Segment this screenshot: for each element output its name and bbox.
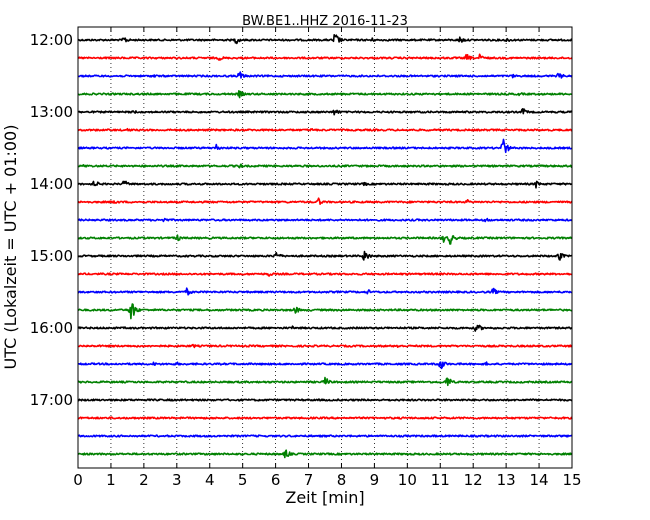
y-tick-label: 16:00 [30, 319, 73, 337]
plot-frame [77, 26, 573, 469]
trace-line [77, 90, 573, 99]
trace-line [77, 287, 573, 296]
x-tick-label: 9 [370, 471, 380, 489]
y-tick-label: 14:00 [30, 175, 73, 193]
y-tick-label: 13:00 [30, 103, 73, 121]
x-tick-label: 5 [238, 471, 248, 489]
x-tick-label: 8 [337, 471, 347, 489]
x-axis-label: Zeit [min] [285, 488, 364, 507]
trace-line [77, 108, 573, 116]
trace-line [77, 398, 573, 402]
trace-line [77, 416, 573, 420]
y-axis: 12:00 13:00 14:00 15:00 16:00 17:00 [30, 31, 572, 409]
trace-line [77, 324, 573, 332]
trace-line [77, 434, 573, 438]
x-tick-label: 12 [464, 471, 483, 489]
x-axis: 0 1 2 3 4 5 6 7 8 9 10 11 12 13 14 15 [73, 27, 582, 489]
y-axis-label: UTC (Lokalzeit = UTC + 01:00) [1, 125, 20, 370]
trace-line [77, 361, 573, 370]
trace-line [77, 449, 573, 459]
y-tick-label: 12:00 [30, 31, 73, 49]
chart-title: BW.BE1..HHZ 2016-11-23 [242, 14, 408, 29]
trace-line [77, 34, 573, 45]
trace-line [77, 180, 573, 189]
trace-line [77, 217, 573, 223]
x-tick-label: 11 [431, 471, 450, 489]
x-tick-label: 10 [398, 471, 417, 489]
trace-line [77, 138, 573, 154]
vertical-grid [110, 27, 540, 468]
x-tick-label: 0 [73, 471, 83, 489]
trace-line [77, 127, 573, 132]
x-tick-label: 6 [271, 471, 281, 489]
x-tick-label: 4 [205, 471, 215, 489]
trace-group [77, 34, 573, 459]
trace-line [77, 376, 573, 387]
x-tick-label: 3 [172, 471, 182, 489]
trace-line [77, 53, 573, 61]
x-tick-label: 14 [530, 471, 549, 489]
trace-line [77, 303, 573, 320]
x-tick-label: 7 [304, 471, 314, 489]
x-tick-label: 1 [106, 471, 116, 489]
trace-line [77, 234, 573, 245]
x-tick-label: 13 [497, 471, 516, 489]
trace-line [77, 163, 573, 169]
trace-line [77, 343, 573, 349]
y-tick-label: 17:00 [30, 391, 73, 409]
x-tick-label: 15 [562, 471, 581, 489]
y-tick-label: 15:00 [30, 247, 73, 265]
x-tick-label: 2 [139, 471, 149, 489]
trace-line [77, 250, 573, 261]
trace-line [77, 197, 573, 205]
trace-line [77, 272, 573, 277]
trace-line [77, 71, 573, 79]
